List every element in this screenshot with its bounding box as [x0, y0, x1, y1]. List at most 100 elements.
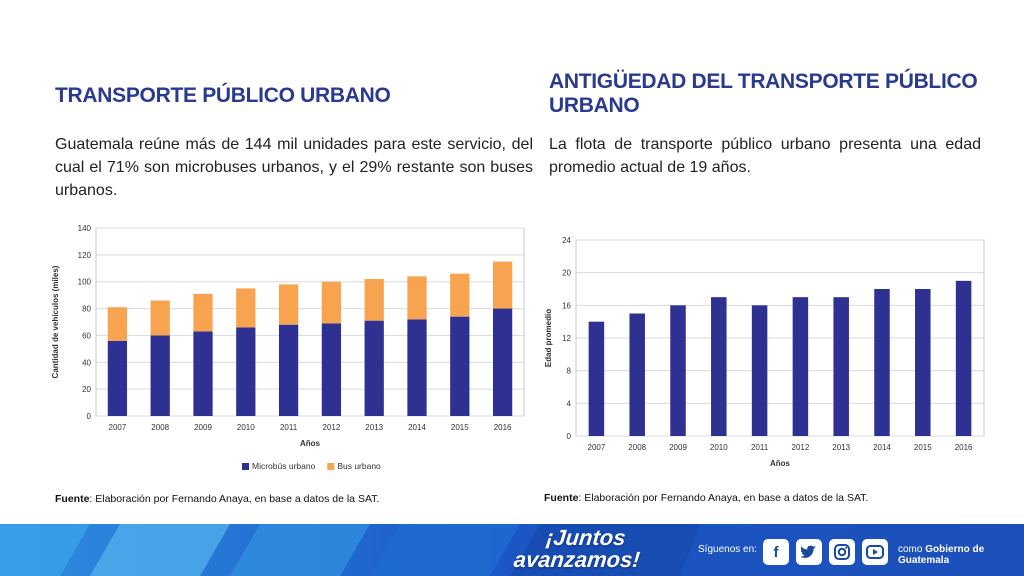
government-credit: como Gobierno de Guatemala — [898, 544, 1024, 566]
bar-microb-s-urbano-2010 — [236, 327, 256, 416]
chart-vehicle-count-svg: 0 20 40 60 80 100 120 140 2007 2008 2009 2010 2011 20… — [51, 224, 525, 471]
x-tick-label: 2016 — [494, 423, 512, 432]
chart-average-age-svg: 0 4 8 12 16 20 24 2007 2008 2009 2010 2011 2012 2013 2… — [544, 236, 985, 468]
follow-text: Síguenos en: — [698, 544, 757, 555]
x-tick-label: 2009 — [669, 443, 687, 452]
bar-microb-s-urbano-2012 — [321, 323, 342, 416]
bar-bus-urbano-2010 — [236, 288, 256, 328]
bar-bus-urbano-2011 — [278, 284, 299, 325]
bar-series-0-2016 — [955, 280, 972, 436]
y-tick-label: 8 — [567, 367, 572, 376]
y-tick-label: 20 — [562, 269, 571, 278]
right-source: Fuente: Elaboración por Fernando Anaya, … — [544, 492, 868, 504]
bar-microb-s-urbano-2013 — [364, 320, 384, 416]
x-tick-label: 2008 — [151, 423, 169, 432]
legend-swatch — [327, 463, 335, 470]
instagram-icon[interactable] — [829, 539, 855, 565]
x-tick-label: 2010 — [710, 443, 728, 452]
government-name: Gobierno de Guatemala — [898, 544, 985, 566]
y-tick-label: 120 — [78, 251, 92, 260]
bar-bus-urbano-2009 — [193, 293, 213, 332]
y-tick-label: 12 — [562, 334, 571, 343]
bar-series-0-2008 — [629, 313, 645, 436]
left-source-label: Fuente — [55, 493, 90, 505]
bar-series-0-2013 — [833, 297, 849, 436]
bar-bus-urbano-2007 — [107, 307, 128, 341]
x-tick-label: 2011 — [751, 443, 769, 452]
y-tick-label: 0 — [567, 432, 572, 441]
bar-microb-s-urbano-2016 — [492, 308, 513, 416]
x-axis-label: Años — [300, 439, 321, 448]
bar-series-0-2010 — [711, 297, 727, 436]
bar-series-0-2014 — [874, 289, 890, 436]
x-tick-label: 2015 — [451, 423, 469, 432]
y-tick-label: 20 — [82, 385, 91, 394]
legend-swatch — [242, 463, 249, 470]
twitter-icon[interactable] — [796, 539, 822, 565]
y-tick-label: 100 — [78, 278, 92, 287]
slogan-line1: ¡Juntos — [544, 525, 627, 550]
facebook-icon[interactable]: f — [763, 539, 789, 565]
x-tick-label: 2016 — [955, 443, 973, 452]
bar-microb-s-urbano-2011 — [278, 324, 299, 416]
bar-microb-s-urbano-2015 — [450, 316, 470, 416]
x-tick-label: 2014 — [408, 423, 426, 432]
legend-label: Microbús urbano — [252, 461, 316, 471]
y-tick-label: 40 — [82, 358, 91, 367]
right-title-line1: ANTIGÜEDAD DEL TRANSPORTE PÚBLICO — [549, 70, 978, 93]
left-source-text: : Elaboración por Fernando Anaya, en bas… — [89, 493, 380, 505]
right-source-label: Fuente — [544, 492, 579, 504]
left-title: TRANSPORTE PÚBLICO URBANO — [55, 84, 391, 107]
bar-series-0-2012 — [792, 297, 809, 436]
x-tick-label: 2007 — [109, 423, 127, 432]
x-tick-label: 2011 — [280, 423, 298, 432]
bar-series-0-2011 — [751, 305, 768, 436]
legend-label: Bus urbano — [337, 461, 381, 471]
left-source: Fuente: Elaboración por Fernando Anaya, … — [55, 493, 379, 505]
x-tick-label: 2015 — [914, 443, 932, 452]
chart-vehicle-count: 0 20 40 60 80 100 120 140 2007 2008 2009 2010 2011 20… — [46, 220, 528, 480]
bar-series-0-2007 — [588, 321, 605, 436]
left-description: Guatemala reúne más de 144 mil unidades … — [55, 136, 533, 199]
bar-series-0-2009 — [670, 305, 686, 436]
bar-microb-s-urbano-2007 — [107, 340, 128, 416]
x-axis-label: Años — [770, 459, 791, 468]
y-tick-label: 4 — [567, 399, 572, 408]
x-tick-label: 2009 — [194, 423, 212, 432]
y-tick-label: 140 — [78, 224, 92, 233]
bar-microb-s-urbano-2008 — [150, 335, 170, 416]
right-source-text: : Elaboración por Fernando Anaya, en bas… — [578, 492, 869, 504]
bar-bus-urbano-2015 — [450, 273, 470, 317]
x-tick-label: 2012 — [792, 443, 810, 452]
bar-microb-s-urbano-2009 — [193, 331, 213, 416]
y-tick-label: 0 — [87, 412, 92, 421]
bar-bus-urbano-2013 — [364, 279, 384, 321]
bar-bus-urbano-2008 — [150, 300, 170, 336]
bar-bus-urbano-2012 — [321, 281, 342, 324]
slogan: ¡Juntos avanzamos! — [512, 525, 644, 572]
right-title-line2: URBANO — [549, 94, 640, 117]
x-tick-label: 2013 — [832, 443, 850, 452]
x-tick-label: 2008 — [628, 443, 646, 452]
youtube-icon[interactable] — [862, 539, 888, 565]
bar-bus-urbano-2014 — [407, 276, 427, 320]
government-prefix: como — [898, 544, 926, 555]
chart-average-age: 0 4 8 12 16 20 24 2007 2008 2009 2010 2011 2012 2013 2… — [540, 230, 988, 476]
bar-microb-s-urbano-2014 — [407, 319, 427, 416]
right-title: ANTIGÜEDAD DEL TRANSPORTE PÚBLICO URBANO — [549, 70, 978, 118]
x-tick-label: 2013 — [365, 423, 383, 432]
x-tick-label: 2010 — [237, 423, 255, 432]
bar-series-0-2015 — [915, 289, 931, 436]
y-tick-label: 24 — [562, 236, 571, 245]
y-axis-label: Edad promedio — [544, 309, 553, 367]
y-tick-label: 60 — [82, 331, 91, 340]
slogan-line2: avanzamos! — [512, 547, 642, 572]
x-tick-label: 2014 — [873, 443, 891, 452]
y-tick-label: 80 — [82, 305, 91, 314]
x-tick-label: 2012 — [323, 423, 341, 432]
x-tick-label: 2007 — [588, 443, 606, 452]
right-description: La flota de transporte público urbano pr… — [549, 136, 981, 176]
y-tick-label: 16 — [562, 301, 571, 310]
y-axis-label: Cantidad de vehículos (miles) — [51, 265, 60, 378]
bar-bus-urbano-2016 — [492, 261, 513, 309]
